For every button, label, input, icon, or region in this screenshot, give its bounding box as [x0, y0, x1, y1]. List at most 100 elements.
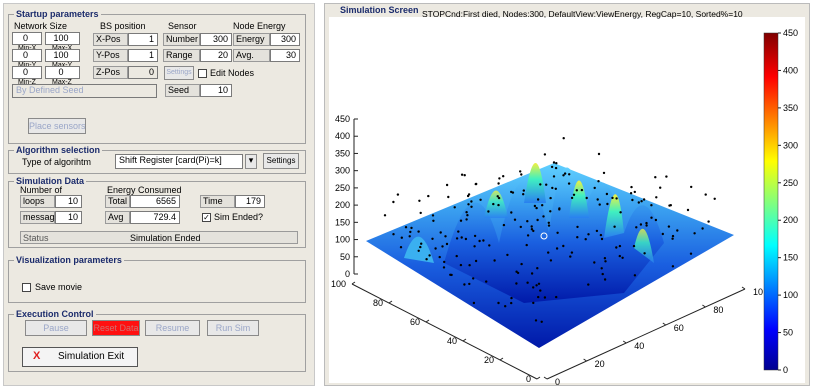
sensor-node — [463, 283, 466, 286]
range-input[interactable]: 20 — [200, 49, 232, 62]
sensor-node — [707, 220, 710, 223]
sensor-node — [567, 182, 571, 185]
sensor-node — [539, 183, 542, 186]
sensor-node — [530, 272, 534, 275]
sensor-node — [510, 211, 513, 214]
sensor-node — [693, 232, 696, 235]
y-tick — [741, 286, 746, 290]
settings-button[interactable]: Settings — [164, 66, 194, 80]
z-tick-label: 450 — [335, 114, 350, 124]
sensor-node — [417, 230, 420, 233]
dropdown-arrow[interactable]: ▾ — [245, 154, 257, 169]
avg-input[interactable]: 30 — [270, 49, 300, 62]
y-tick — [583, 358, 587, 362]
sensor-node — [497, 182, 500, 185]
sensor-node — [466, 214, 469, 217]
sensor-node — [536, 218, 539, 222]
min-y-input[interactable]: 0 — [12, 49, 42, 62]
sensor-node — [488, 244, 491, 247]
min-z-input[interactable]: 0 — [12, 66, 42, 79]
sensor-node — [547, 224, 551, 227]
algorithm-dropdown[interactable]: Shift Register [card(Pi)=k] — [115, 154, 243, 169]
y-tick — [702, 304, 706, 308]
surface-peak — [569, 180, 589, 218]
z-tick-label: 400 — [335, 131, 350, 141]
total-output: 6565 — [130, 195, 180, 208]
x-axis — [351, 283, 538, 380]
label: Z-Pos — [93, 66, 128, 79]
sensor-node — [539, 289, 542, 292]
surface-peak — [524, 163, 546, 203]
sensor-node — [510, 296, 513, 300]
label: messag — [20, 211, 55, 224]
sensor-node — [537, 295, 540, 299]
sensor-node — [618, 244, 622, 248]
sensor-node — [601, 272, 604, 276]
x-pos-input[interactable]: 1 — [128, 33, 158, 46]
checkbox[interactable] — [22, 283, 31, 292]
label: X-Pos — [93, 33, 128, 46]
x-tick — [462, 338, 467, 342]
checkbox[interactable]: ✓ — [202, 213, 211, 222]
checkbox[interactable] — [198, 69, 207, 78]
label: Total — [105, 195, 130, 208]
loops-input[interactable]: 10 — [55, 195, 82, 208]
status-text: Simulation Ended — [130, 233, 201, 243]
sensor-node — [603, 278, 607, 281]
sensor-node — [465, 218, 468, 221]
sensor-node — [519, 225, 522, 229]
sensor-node — [534, 319, 538, 322]
sensor-node — [438, 255, 441, 259]
sensor-node — [575, 189, 578, 192]
colorbar-tick-label: 50 — [783, 328, 793, 338]
sensor-node — [418, 199, 421, 202]
label: Number — [163, 33, 200, 46]
exit-button[interactable] — [22, 347, 138, 367]
max-y-input[interactable]: 100 — [45, 49, 80, 62]
sensor-node — [441, 245, 444, 248]
sensor-node — [599, 233, 603, 237]
reset-data-button[interactable]: Reset Data — [92, 320, 140, 336]
energy-input[interactable]: 300 — [270, 33, 300, 46]
sensor-node — [655, 196, 658, 199]
x-tick-label: 80 — [373, 298, 383, 308]
sensor-node — [540, 320, 543, 323]
y-tick-label: 80 — [713, 305, 723, 315]
x-tick — [536, 376, 541, 380]
y-tick-label: 0 — [555, 377, 560, 386]
y-pos-input[interactable]: 1 — [128, 49, 158, 62]
sensor-node — [536, 198, 540, 201]
max-x-input[interactable]: 100 — [45, 32, 80, 45]
y-tick-label: 40 — [634, 341, 644, 351]
sensor-node — [569, 255, 572, 258]
colorbar-tick-label: 400 — [783, 65, 798, 75]
sensor-node — [479, 198, 482, 201]
sensor-node — [654, 176, 657, 179]
settings-button[interactable]: Settings — [263, 153, 299, 169]
number-input[interactable]: 300 — [200, 33, 232, 46]
sensor-node — [645, 224, 648, 227]
messag-input[interactable]: 10 — [55, 211, 82, 224]
max-z-input[interactable]: 0 — [45, 66, 80, 79]
seed-input[interactable]: 10 — [200, 84, 232, 97]
x-tick-label: 40 — [447, 336, 457, 346]
sensor-node — [650, 216, 653, 219]
sensor-node — [502, 223, 506, 227]
sensor-node — [603, 257, 607, 260]
sensor-node — [551, 186, 554, 190]
sensor-node — [470, 200, 473, 203]
min-x-input[interactable]: 0 — [12, 32, 42, 45]
x-tick — [351, 281, 356, 285]
sensor-node — [459, 219, 463, 222]
sensor-node — [665, 175, 668, 178]
sensor-node — [444, 235, 447, 238]
sensor-node — [392, 200, 395, 204]
sensor-node — [417, 249, 420, 252]
sensor-node — [552, 161, 556, 164]
sensor-node — [409, 230, 412, 234]
sensor-node — [597, 152, 601, 156]
sensor-node — [468, 282, 471, 286]
sensor-node — [659, 186, 662, 189]
sensor-node — [532, 229, 535, 233]
sensor-node — [690, 185, 693, 189]
